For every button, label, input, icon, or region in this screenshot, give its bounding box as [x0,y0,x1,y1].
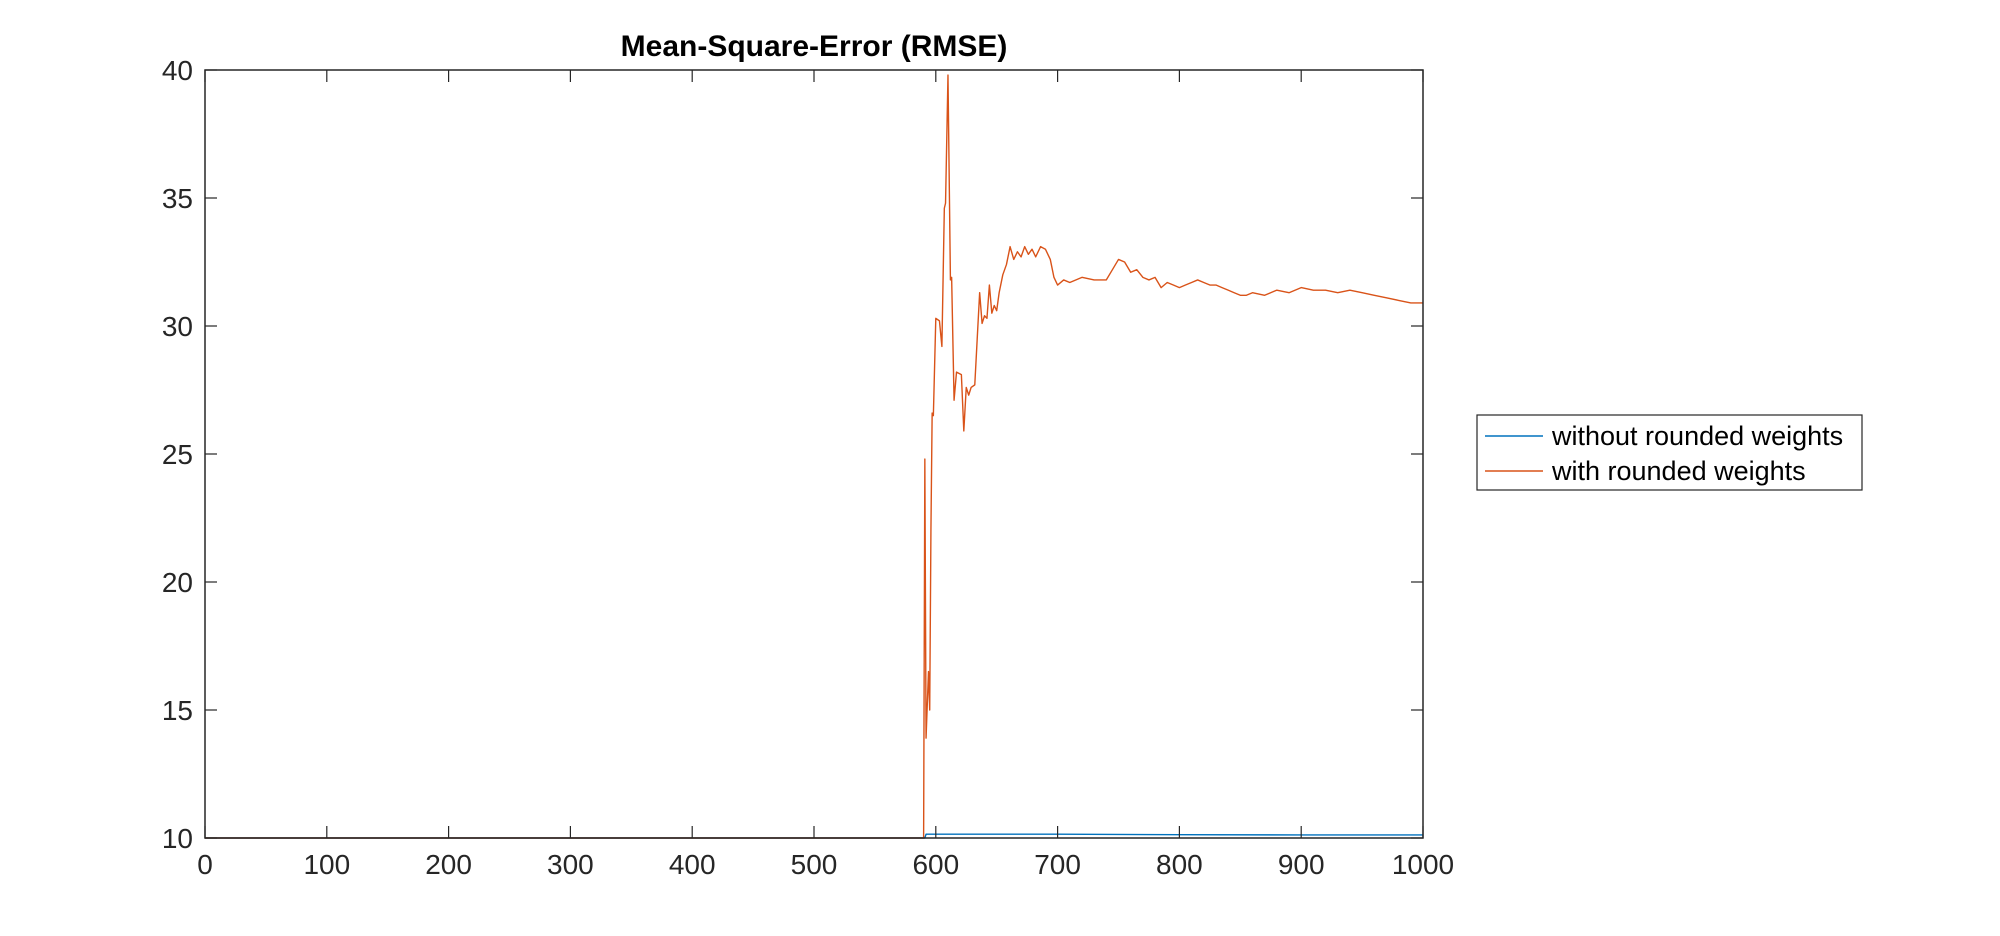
plot-area [205,70,1423,838]
y-tick-label: 15 [162,695,193,726]
y-tick-label: 35 [162,183,193,214]
legend-label-2: with rounded weights [1551,456,1806,486]
x-tick-label: 200 [425,849,472,880]
ticks-layer: 0 100 200 300 400 500 600 700 800 900 1000 10 15 20 25… [162,55,1454,880]
x-tick-label: 400 [669,849,716,880]
y-tick-label: 40 [162,55,193,86]
x-tick-label: 800 [1156,849,1203,880]
x-tick-label: 1000 [1392,849,1454,880]
chart-title: Mean-Square-Error (RMSE) [621,30,1008,63]
y-tick-label: 30 [162,311,193,342]
x-tick-label: 900 [1278,849,1325,880]
x-tick-label: 0 [197,849,213,880]
x-tick-label: 100 [303,849,350,880]
x-tick-label: 600 [912,849,959,880]
x-tick-label: 700 [1034,849,1081,880]
series-line-2 [205,74,1423,839]
y-tick-label: 10 [162,823,193,854]
legend: without rounded weights with rounded weig… [1476,414,1863,491]
x-tick-label: 500 [791,849,838,880]
y-tick-label: 20 [162,567,193,598]
x-tick-label: 300 [547,849,594,880]
legend-label-1: without rounded weights [1551,421,1843,451]
axes-box [204,69,1424,839]
legend-box [1476,414,1863,491]
y-tick-label: 25 [162,439,193,470]
